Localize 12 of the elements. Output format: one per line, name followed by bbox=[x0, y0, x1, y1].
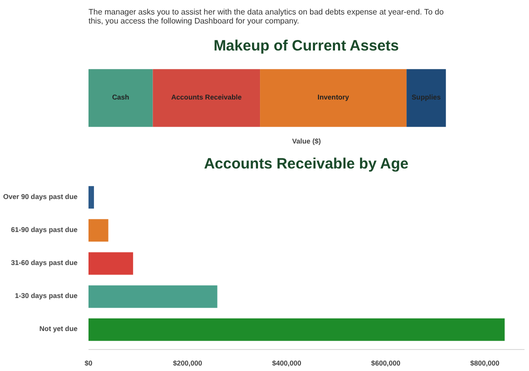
bar bbox=[88, 285, 218, 308]
bar bbox=[88, 318, 505, 341]
bar bbox=[152, 69, 260, 127]
text: The manager asks you to assist her with the data analytics on bad debts expense at year-end. To do this, you access the following Dashboard for your company. bbox=[88, 8, 444, 26]
bar bbox=[406, 69, 446, 127]
bar bbox=[260, 69, 407, 127]
bar bbox=[88, 252, 134, 275]
bar bbox=[88, 219, 108, 242]
chart-title: Makeup of Current Assets bbox=[214, 38, 399, 54]
chart-title: Accounts Receivable by Age bbox=[204, 156, 408, 172]
bar bbox=[88, 69, 153, 127]
bar bbox=[88, 186, 94, 209]
